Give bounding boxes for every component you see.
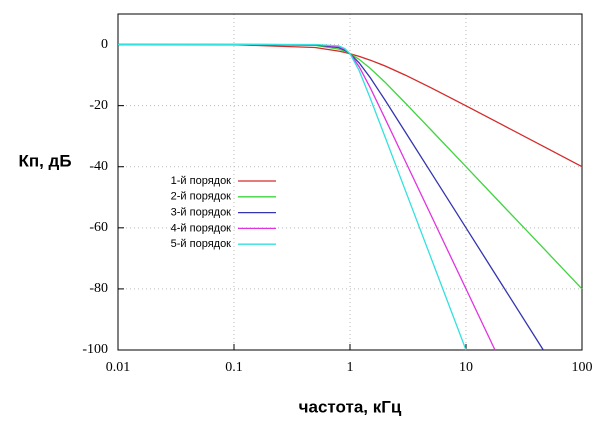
legend-label: 4-й порядок (171, 222, 232, 234)
legend-label: 3-й порядок (171, 207, 232, 219)
x-tick-label: 1 (347, 360, 354, 375)
x-tick-label: 100 (572, 360, 593, 375)
x-tick-label: 10 (459, 360, 473, 375)
x-axis-title: частота, кГц (299, 397, 402, 416)
legend-label: 5-й порядок (171, 238, 232, 250)
series-line (118, 43, 583, 290)
x-tick-label: 0.1 (225, 360, 243, 375)
y-tick-label: -20 (89, 98, 108, 113)
plot-frame (117, 13, 583, 351)
series-line (117, 43, 583, 168)
y-tick-label: -40 (89, 159, 108, 174)
y-tick-label: -60 (89, 220, 108, 235)
legend-label: 1-й порядок (171, 175, 232, 187)
x-tick-label: 0.01 (106, 360, 131, 375)
y-tick-label: -80 (89, 281, 108, 296)
y-tick-label: 0 (101, 37, 108, 52)
legend-label: 2-й порядок (171, 191, 232, 203)
series-line (118, 43, 467, 351)
y-axis-title: Кп, дБ (18, 151, 71, 170)
y-tick-label: -100 (82, 342, 108, 357)
